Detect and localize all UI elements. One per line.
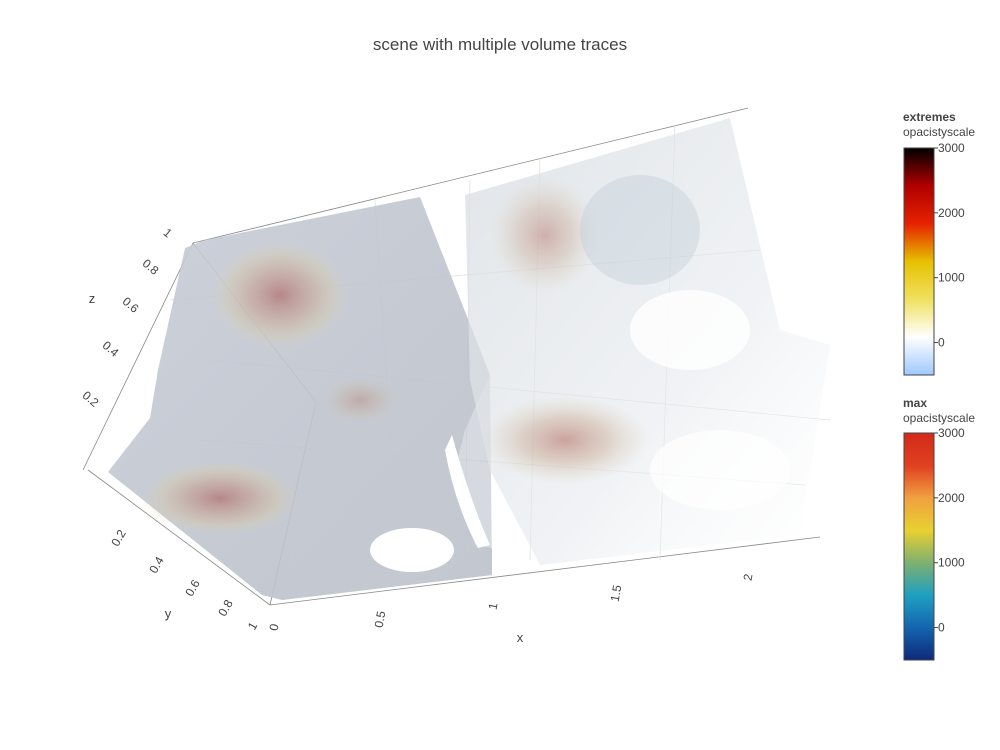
volume-extremes-hotspot-bottom: [140, 460, 300, 536]
x-tick: 2: [741, 572, 756, 581]
z-tick: 0.6: [120, 294, 142, 316]
x-tick: 1.5: [608, 584, 625, 603]
colorbar-tick-label: 1000: [938, 271, 965, 285]
volume-max-hotspot-top: [490, 175, 600, 295]
colorbar-tick-label: 2000: [938, 491, 965, 505]
chart-title: scene with multiple volume traces: [373, 35, 627, 54]
colorbar-max-title: max: [903, 396, 927, 410]
volume-extremes: [108, 197, 492, 600]
z-tick: 0.8: [140, 256, 162, 278]
colorbar-extremes-title: extremes: [903, 110, 956, 124]
colorbar-max: max opacistyscale 3000 2000 1000 0: [903, 396, 975, 661]
volume-max: [465, 118, 830, 565]
volume-extremes-hole-side: [445, 435, 490, 548]
y-tick: 0.8: [215, 597, 236, 619]
y-tick: 1: [245, 619, 261, 632]
volume-max-clear-2: [650, 430, 790, 510]
z-tick: 0.4: [100, 338, 122, 360]
colorbar-tick-label: 0: [938, 336, 945, 350]
volume-max-tint: [580, 175, 700, 285]
colorbar-extremes-bar: [903, 147, 935, 376]
z-tick: 0.2: [80, 388, 102, 410]
x-axis-ticks: 0 0.5 1 1.5 2: [267, 572, 756, 631]
colorbar-extremes: extremes opacistyscale 3000 2000 1000 0: [903, 110, 975, 376]
colorbar-max-subtitle: opacistyscale: [903, 411, 975, 425]
y-tick: 0.6: [182, 577, 203, 599]
colorbar-tick-label: 3000: [938, 141, 965, 155]
volume-max-clear-1: [630, 290, 750, 370]
colorbar-tick-label: 0: [938, 621, 945, 635]
y-axis-title: y: [165, 606, 172, 621]
colorbar-tick-label: 2000: [938, 206, 965, 220]
z-axis-title: z: [89, 291, 96, 306]
volume-extremes-hotspot-mid: [320, 375, 400, 425]
colorbar-extremes-subtitle: opacistyscale: [903, 125, 975, 139]
colorbar-tick-label: 3000: [938, 426, 965, 440]
x-tick: 0: [267, 622, 282, 631]
volume-extremes-hole-bottom: [370, 528, 454, 572]
colorbar-extremes-ticks: 3000 2000 1000 0: [934, 141, 965, 350]
colorbar-max-bar: [903, 432, 935, 661]
y-tick: 0.4: [146, 554, 167, 576]
colorbar-tick-label: 1000: [938, 556, 965, 570]
x-axis-title: x: [517, 630, 524, 645]
volume-extremes-hotspot-top: [210, 240, 350, 350]
x-tick: 1: [486, 601, 501, 610]
x-tick: 0.5: [372, 610, 389, 629]
colorbar-max-ticks: 3000 2000 1000 0: [934, 426, 965, 635]
volume-max-hotspot-bottom: [480, 395, 650, 485]
z-tick: 1: [161, 225, 175, 240]
y-tick: 0.2: [108, 527, 129, 549]
